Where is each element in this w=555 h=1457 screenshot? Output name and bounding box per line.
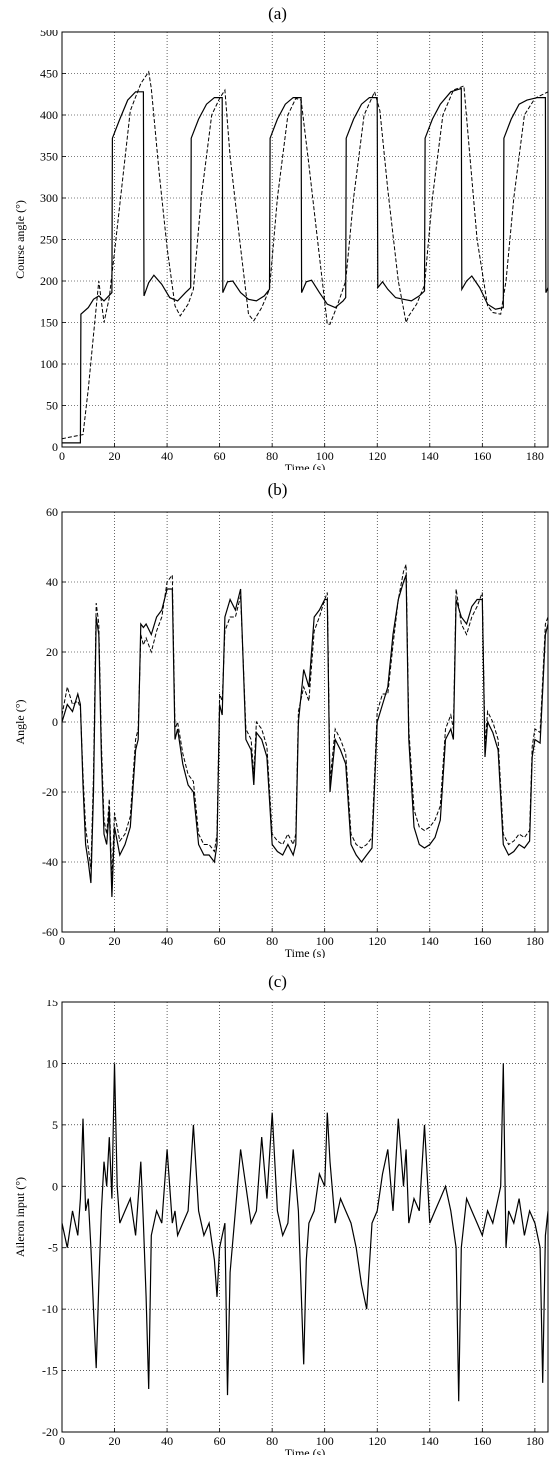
y-tick-label: -15 <box>42 1364 58 1378</box>
y-tick-label: 0 <box>52 440 58 454</box>
x-tick-label: 100 <box>316 934 334 948</box>
x-tick-label: 160 <box>473 934 491 948</box>
x-tick-label: 160 <box>473 449 491 463</box>
x-tick-label: 120 <box>368 934 386 948</box>
x-tick-label: 80 <box>266 934 278 948</box>
y-tick-label: 60 <box>46 508 58 519</box>
y-tick-label: 450 <box>40 67 58 81</box>
y-tick-label: 250 <box>40 233 58 247</box>
x-tick-label: 140 <box>421 1434 439 1448</box>
x-tick-label: 140 <box>421 449 439 463</box>
y-tick-label: -60 <box>42 925 58 939</box>
x-tick-label: 180 <box>526 449 544 463</box>
y-tick-label: -20 <box>42 785 58 799</box>
series-dashed-line <box>62 70 548 440</box>
x-tick-label: 20 <box>109 1434 121 1448</box>
series-solid-line <box>62 1063 548 1402</box>
x-tick-label: 40 <box>161 1434 173 1448</box>
y-tick-label: 0 <box>52 1179 58 1193</box>
x-tick-label: 20 <box>109 934 121 948</box>
x-tick-label: 80 <box>266 1434 278 1448</box>
x-tick-label: 180 <box>526 934 544 948</box>
x-tick-label: 80 <box>266 449 278 463</box>
course-angle-chart: 0 20 40 60 80 100 120 140 160 180 0 50 100 150 200 250 3… <box>13 30 549 470</box>
y-tick-label: 15 <box>46 1000 58 1009</box>
y-tick-label: -5 <box>48 1241 58 1255</box>
y-tick-label: 500 <box>40 30 58 39</box>
series-solid-line <box>62 574 548 898</box>
y-tick-label: 10 <box>46 1056 58 1070</box>
x-tick-label: 0 <box>59 1434 65 1448</box>
y-axis-label: Angle (°) <box>13 699 27 744</box>
x-tick-label: 120 <box>368 1434 386 1448</box>
x-tick-label: 0 <box>59 934 65 948</box>
x-tick-label: 0 <box>59 449 65 463</box>
x-tick-label: 40 <box>161 934 173 948</box>
x-tick-label: 60 <box>214 449 226 463</box>
x-tick-label: 20 <box>109 449 121 463</box>
series-solid-line <box>62 87 548 444</box>
y-tick-label: 300 <box>40 191 58 205</box>
y-tick-label: -40 <box>42 855 58 869</box>
y-axis-label: Course angle (°) <box>13 200 27 279</box>
series-dashed-line <box>62 564 548 880</box>
plot-frame <box>61 1001 549 1433</box>
x-axis-label: Time (s) <box>285 946 326 958</box>
x-tick-label: 100 <box>316 1434 334 1448</box>
panel-b-label: (b) <box>267 480 288 499</box>
aileron-input-chart: 0 20 40 60 80 100 120 140 160 180 -20 -15 -10 -5 0 5 10 1… <box>13 1000 549 1455</box>
y-tick-label: -20 <box>42 1425 58 1439</box>
y-tick-label: 200 <box>40 274 58 288</box>
y-axis-label: Aileron input (°) <box>13 1177 27 1257</box>
angle-chart: 0 20 40 60 80 100 120 140 160 180 -60 -40 -20 0 20 40 60… <box>13 508 549 958</box>
x-tick-label: 100 <box>316 449 334 463</box>
x-tick-label: 60 <box>214 934 226 948</box>
y-tick-label: 40 <box>46 575 58 589</box>
x-axis-label: Time (s) <box>285 461 326 470</box>
y-tick-label: 100 <box>40 357 58 371</box>
x-tick-label: 160 <box>473 1434 491 1448</box>
y-tick-label: 20 <box>46 645 58 659</box>
y-tick-label: 0 <box>52 715 58 729</box>
y-tick-label: 5 <box>52 1118 58 1132</box>
y-tick-label: -10 <box>42 1302 58 1316</box>
x-tick-label: 180 <box>526 1434 544 1448</box>
plot-frame <box>61 31 549 448</box>
y-tick-label: 50 <box>46 399 58 413</box>
x-tick-label: 60 <box>214 1434 226 1448</box>
plot-frame <box>61 511 549 933</box>
x-tick-label: 40 <box>161 449 173 463</box>
panel-a-label: (a) <box>268 4 287 23</box>
y-tick-label: 350 <box>40 150 58 164</box>
panel-c-label: (c) <box>268 972 287 991</box>
x-tick-label: 140 <box>421 934 439 948</box>
y-tick-label: 150 <box>40 316 58 330</box>
y-tick-label: 400 <box>40 108 58 122</box>
x-tick-label: 120 <box>368 449 386 463</box>
x-axis-label: Time (s) <box>285 1446 326 1455</box>
